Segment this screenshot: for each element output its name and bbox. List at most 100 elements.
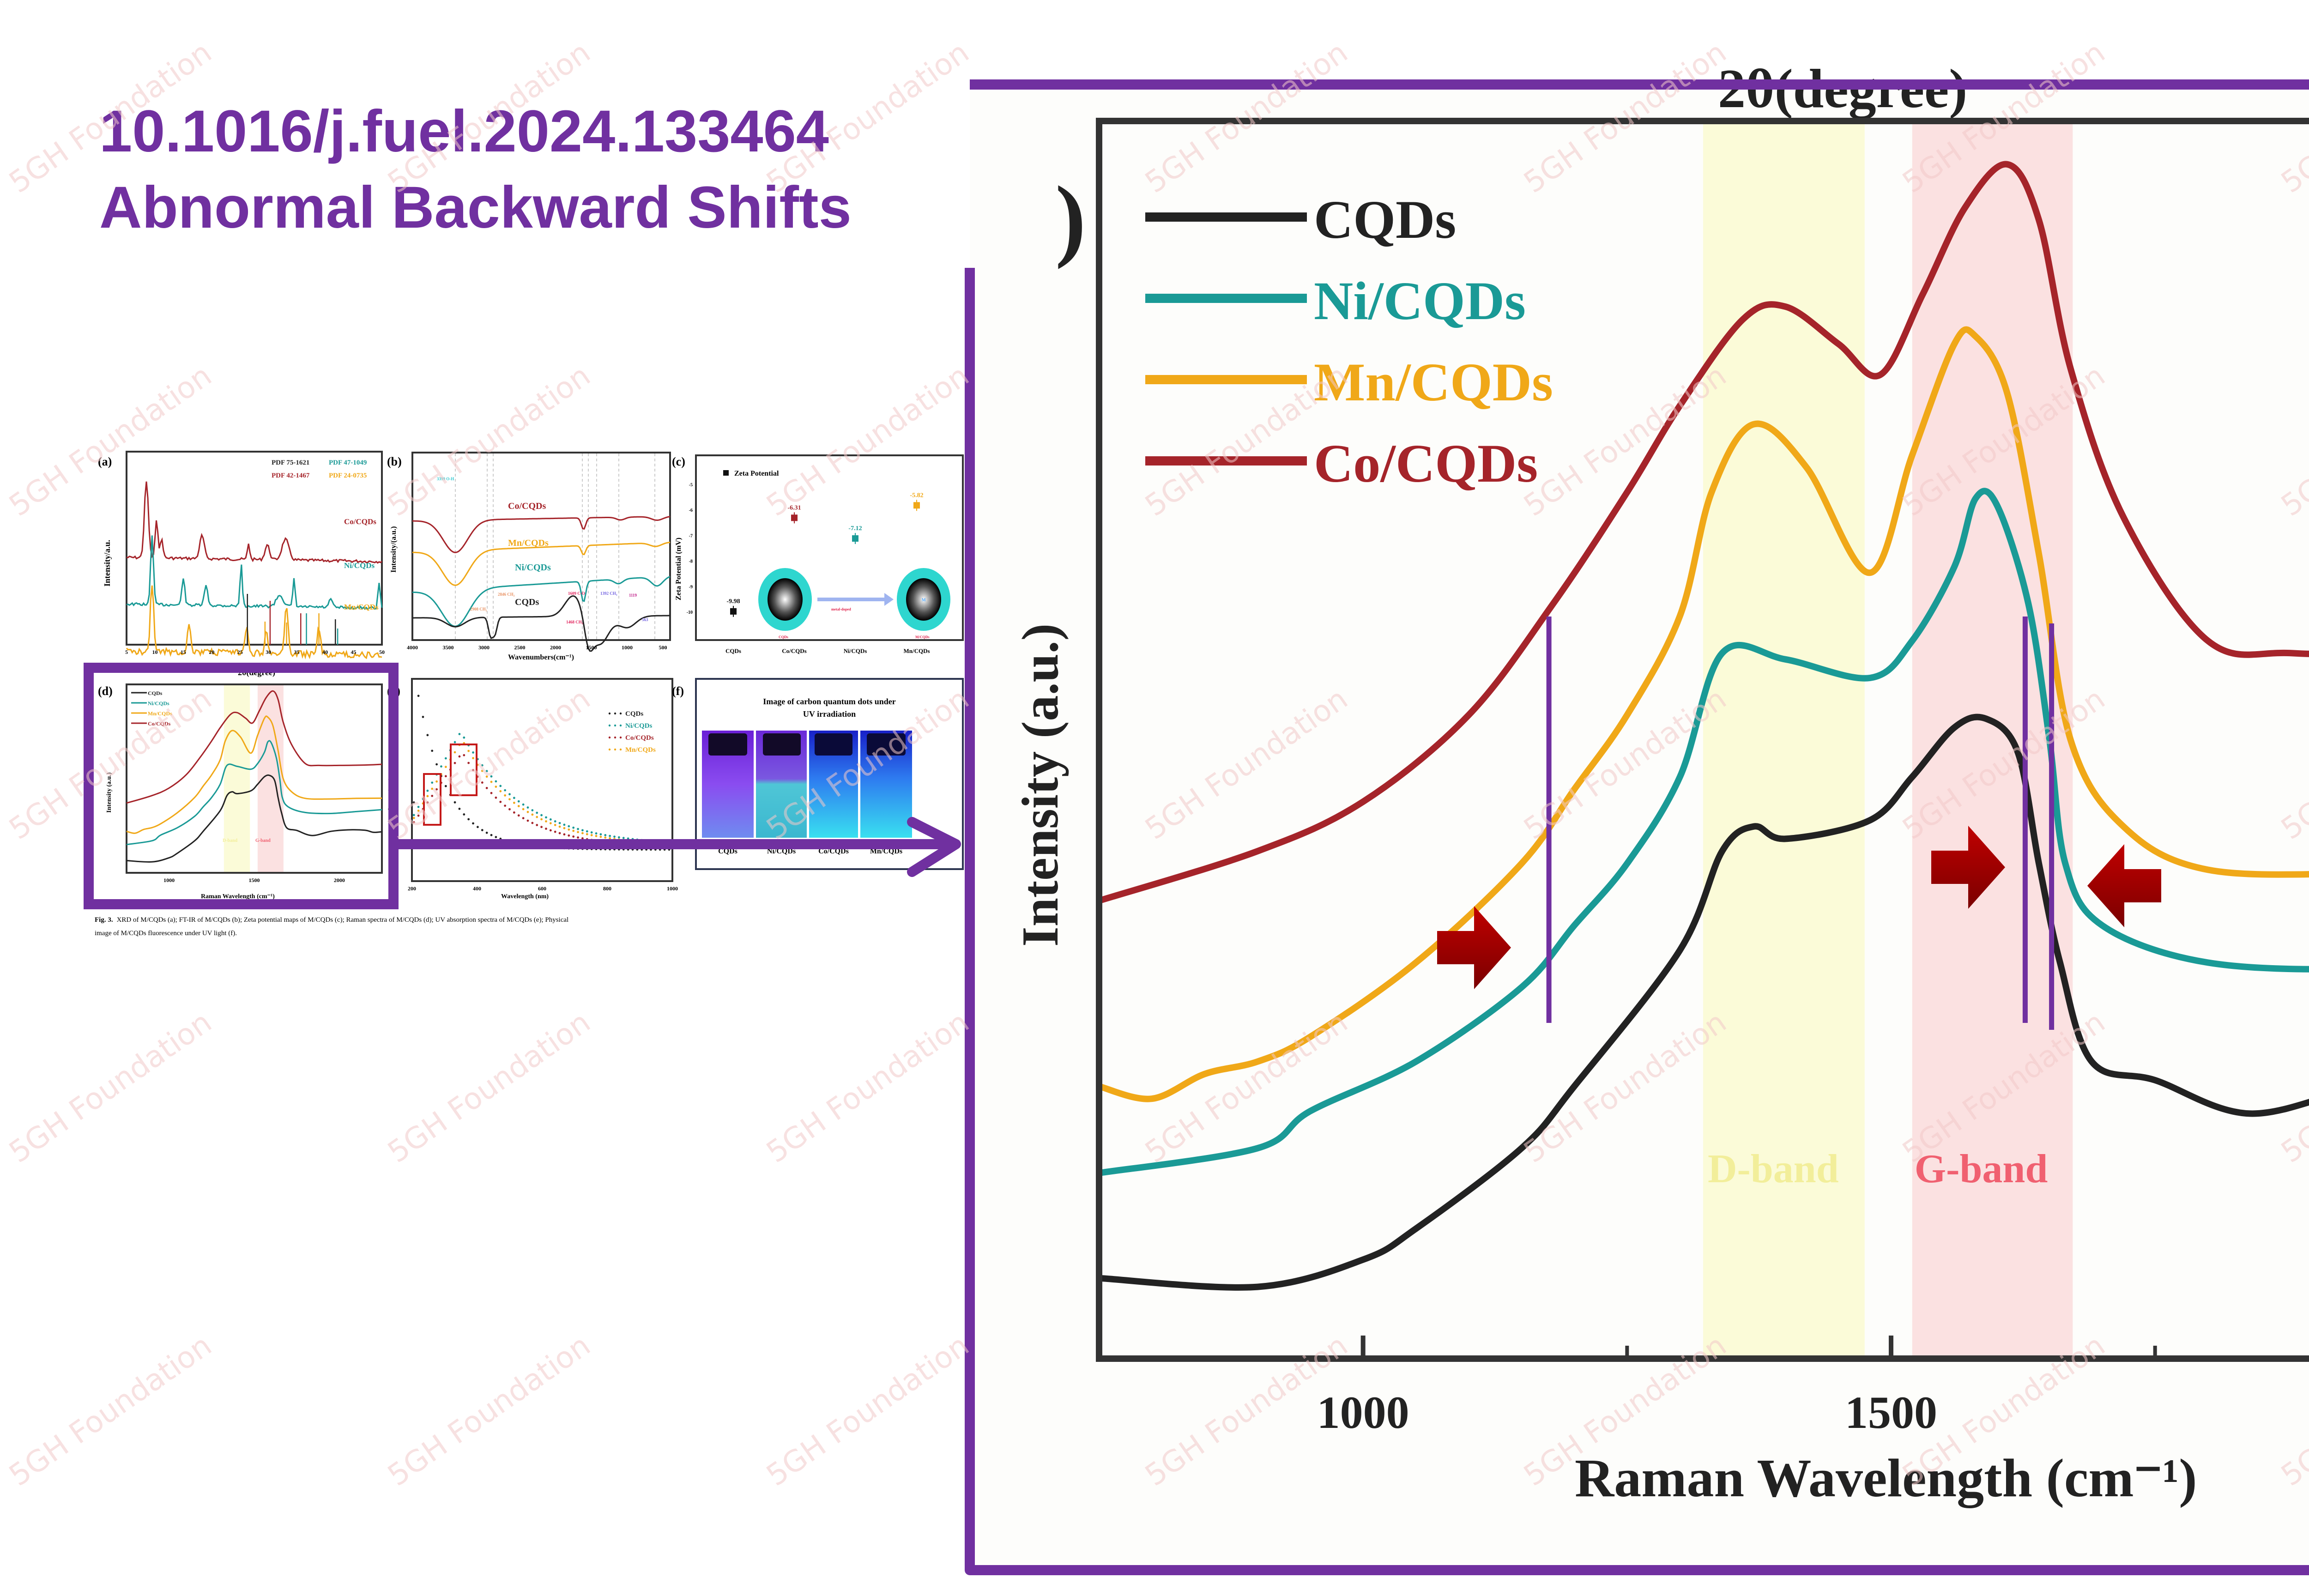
xrd-curve-mn [126, 585, 382, 659]
uv-dot [472, 757, 474, 760]
zeta-value-label: -5.82 [910, 492, 923, 499]
uv-dot [417, 695, 420, 697]
uv-dot [412, 816, 415, 819]
xrd-xtick-label: 5 [125, 649, 128, 655]
uv-dot [458, 808, 461, 810]
watermark-text: 5GH Foundation [3, 1329, 218, 1493]
uv-dot [577, 828, 579, 830]
uv-legend-dot [614, 748, 617, 751]
uv-dot [490, 775, 493, 778]
uv-dot [495, 836, 497, 839]
uv-dot [586, 833, 588, 835]
doping-arrow-label: metal-doped [831, 607, 851, 611]
zeta-value-label: -7.12 [848, 525, 862, 532]
main-xtick-label: 1000 [1317, 1387, 1409, 1438]
ftir-annot-2846: 2846 CH₂ [498, 592, 515, 597]
pdf-ref-2: PDF 47-1049 [329, 459, 367, 466]
uv-dot [549, 818, 552, 821]
xrd-xtick-label: 20 [209, 649, 214, 655]
vial-cap-icon [708, 733, 747, 756]
ftir-annot-1468: 1468 CH₃ [566, 620, 583, 624]
xrd-curve-ni [126, 535, 383, 611]
uv-dot [431, 787, 434, 790]
uv-legend-dot [614, 724, 617, 727]
zeta-yticks: -5 -6 -7 -8 -9 -10 [687, 483, 693, 615]
ftir-curve-cqds [412, 595, 670, 652]
uv-dot [481, 781, 484, 784]
uv-dot [549, 822, 552, 825]
uv-dot [499, 790, 502, 792]
caption-lead: Fig. 3. [95, 916, 113, 924]
zeta-ytick-label: -8 [689, 559, 693, 564]
uv-dot [581, 829, 584, 832]
uv-dot [485, 770, 488, 773]
dband-shade [1703, 121, 1865, 1359]
uv-dot [444, 757, 447, 760]
uv-dot [444, 775, 447, 778]
ftir-xtick-label: 1000 [622, 644, 633, 651]
main-ylabel: Intensity (a.u.) [1012, 623, 1069, 947]
uv-dot [517, 800, 520, 803]
vial-cap-icon [763, 733, 801, 756]
zeta-points: -9.98 -6.31 -7.12 -5.82 [726, 492, 924, 617]
thumb-d-xtick-label: 1500 [249, 877, 260, 883]
panel-a-label: (a) [98, 455, 112, 468]
uv-dot [481, 769, 484, 772]
uv-dot [577, 831, 579, 834]
panel-b-label: (b) [387, 455, 402, 468]
xrd-reference-lines [247, 594, 338, 645]
raman-series-ni-cqds [1099, 488, 2309, 1176]
uv-legend-dot [608, 736, 611, 739]
doping-arrow-icon [817, 593, 894, 606]
uv-dot [590, 834, 593, 836]
zeta-ytick-label: -5 [689, 483, 693, 488]
uv-dot [609, 837, 611, 840]
panel-d-ylabel: Intensity (a.u.) [106, 772, 113, 813]
ftir-label-ni: Ni/CQDs [515, 562, 551, 573]
uv-dot [417, 805, 420, 808]
dband-label: D-band [1708, 1147, 1839, 1191]
xrd-xtick-label: 50 [379, 649, 385, 655]
zeta-ytick-label: -9 [689, 585, 693, 590]
uv-dot [572, 835, 575, 838]
uv-dot [453, 741, 456, 744]
uv-dot [526, 806, 529, 809]
panel-d-raman-thumb: (d) CQDs Ni/CQDs Mn/CQDs Co/CQDs D-band G-b… [98, 683, 383, 900]
uv-dot [572, 826, 575, 829]
cqd-schematic-label: CQDs [779, 635, 788, 639]
ftir-label-mn: Mn/CQDs [508, 538, 549, 548]
uv-dot [504, 789, 507, 792]
uv-dot [504, 794, 507, 797]
ftir-annot-1609: 1609 C-O [568, 591, 585, 596]
ftir-xtick-label: 2000 [550, 644, 561, 651]
watermark-text: 5GH Foundation [382, 1005, 597, 1170]
uv-legend-dot [619, 712, 622, 715]
thumb-raman-series [126, 740, 382, 846]
uv-dot [599, 833, 602, 836]
ftir-annot-1392: 1392 CH₃ [600, 591, 617, 596]
main-xtick-label: 1500 [1845, 1387, 1937, 1438]
ftir-xtick-label: 1500 [586, 644, 597, 651]
uv-dot [495, 796, 497, 799]
uv-dot [508, 793, 511, 796]
uv-dot [426, 789, 429, 792]
uv-legend-dot [614, 712, 617, 715]
uv-dot [568, 825, 570, 828]
uv-dot [563, 827, 566, 829]
uv-dot [622, 837, 625, 839]
ftir-label-cqds: CQDs [515, 597, 539, 607]
uv-dot [472, 822, 474, 825]
panel-c-ylabel: Zeta Potential (mV) [675, 538, 683, 600]
uv-dot [431, 750, 434, 752]
shift-markers [1437, 617, 2161, 1030]
panel-d-frame [126, 683, 383, 874]
ftir-annot-1119: 1119 [629, 593, 637, 598]
uv-dot [481, 764, 484, 767]
uv-dot [545, 816, 547, 819]
uv-dot [554, 824, 556, 826]
thumb-legend-label: CQDs [148, 690, 163, 696]
thumb-gband-label: G-band [255, 838, 271, 843]
panel-f-label: (f) [672, 684, 684, 698]
uv-dot [508, 798, 511, 801]
zeta-xtick-label: Co/CQDs [782, 647, 806, 654]
